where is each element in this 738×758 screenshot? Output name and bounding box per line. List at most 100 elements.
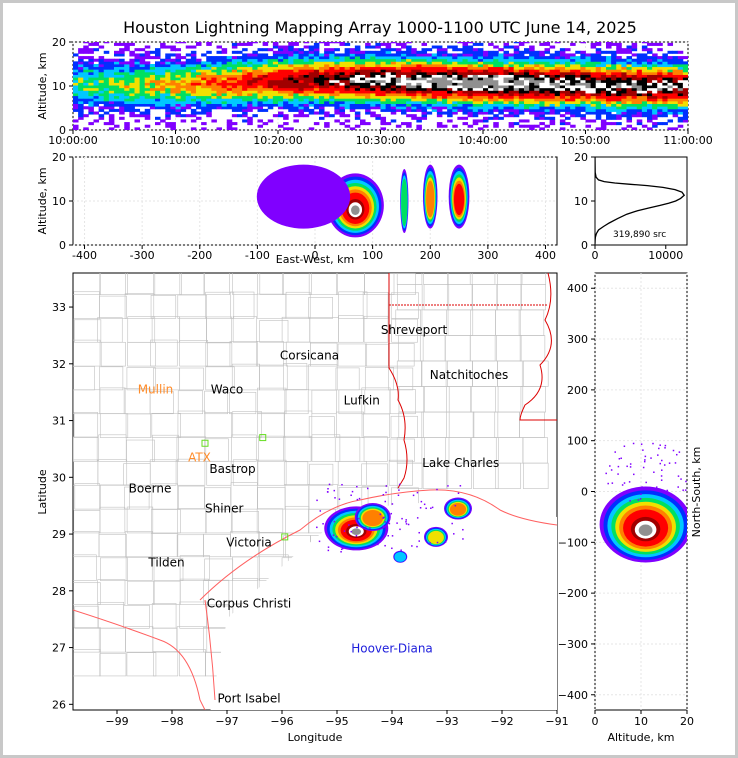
time-altitude-cell bbox=[631, 64, 638, 68]
time-altitude-cell bbox=[390, 119, 397, 123]
time-altitude-cell bbox=[78, 79, 84, 83]
time-altitude-cell bbox=[124, 124, 130, 128]
time-altitude-cell bbox=[539, 127, 545, 130]
county-outline bbox=[204, 273, 230, 295]
time-altitude-cell bbox=[483, 98, 489, 102]
time-altitude-cell bbox=[636, 69, 643, 73]
time-altitude-cell bbox=[477, 69, 484, 73]
time-altitude-cell bbox=[554, 61, 561, 65]
time-altitude-cell bbox=[431, 95, 438, 99]
time-altitude-cell bbox=[483, 108, 489, 112]
time-altitude-cell bbox=[611, 90, 617, 94]
time-altitude-cell bbox=[406, 53, 412, 57]
ns-alt-tick-label: 10 bbox=[634, 715, 648, 728]
time-altitude-cell bbox=[272, 85, 279, 89]
time-altitude-cell bbox=[252, 95, 258, 99]
time-altitude-cell bbox=[211, 93, 217, 97]
time-altitude-cell bbox=[324, 124, 330, 128]
time-altitude-cell bbox=[606, 42, 612, 44]
time-altitude-cell bbox=[467, 53, 474, 57]
time-altitude-cell bbox=[83, 85, 89, 89]
time-altitude-cell bbox=[652, 74, 658, 78]
time-altitude-cell bbox=[641, 77, 648, 81]
time-altitude-cell bbox=[498, 100, 504, 104]
time-altitude-cell bbox=[442, 77, 448, 81]
time-altitude-cell bbox=[175, 82, 182, 86]
time-altitude-cell bbox=[278, 124, 284, 128]
time-altitude-cell bbox=[103, 122, 110, 126]
time-altitude-cell bbox=[467, 48, 474, 52]
time-altitude-cell bbox=[641, 114, 648, 118]
time-altitude-cell bbox=[339, 77, 346, 81]
time-altitude-cell bbox=[237, 90, 243, 94]
time-altitude-cell bbox=[196, 69, 202, 73]
time-altitude-cell bbox=[354, 90, 361, 94]
time-altitude-cell bbox=[636, 103, 643, 107]
time-altitude-cell bbox=[175, 42, 182, 44]
time-altitude-cell bbox=[349, 85, 356, 89]
time-altitude-cell bbox=[124, 106, 130, 110]
time-altitude-cell bbox=[226, 127, 233, 130]
time-altitude-cell bbox=[216, 77, 223, 81]
time-altitude-cell bbox=[103, 98, 110, 102]
time-altitude-cell bbox=[329, 87, 335, 91]
time-altitude-cell bbox=[457, 64, 463, 68]
time-altitude-cell bbox=[354, 64, 361, 68]
time-altitude-cell bbox=[647, 103, 653, 107]
time-altitude-cell bbox=[170, 93, 176, 97]
time-altitude-cell bbox=[221, 66, 228, 70]
time-altitude-cell bbox=[652, 85, 658, 89]
time-altitude-cell bbox=[467, 106, 474, 110]
sparse-source bbox=[356, 485, 358, 488]
time-altitude-cell bbox=[257, 100, 264, 104]
time-altitude-cell bbox=[682, 64, 688, 68]
time-altitude-cell bbox=[524, 106, 530, 110]
time-altitude-cell bbox=[375, 53, 381, 57]
time-altitude-cell bbox=[621, 64, 627, 68]
time-altitude-cell bbox=[149, 50, 156, 54]
time-altitude-cell bbox=[662, 93, 668, 97]
time-altitude-cell bbox=[144, 98, 151, 102]
sparse-source bbox=[398, 489, 400, 491]
time-altitude-cell bbox=[272, 77, 279, 81]
city-label: Corsicana bbox=[280, 348, 339, 362]
time-altitude-cell bbox=[88, 103, 94, 107]
time-altitude-cell bbox=[498, 66, 504, 70]
time-altitude-cell bbox=[498, 103, 504, 107]
time-altitude-cell bbox=[447, 45, 453, 49]
time-altitude-cell bbox=[421, 71, 428, 75]
time-altitude-cell bbox=[390, 85, 397, 89]
time-altitude-cell bbox=[498, 116, 504, 120]
time-altitude-cell bbox=[534, 95, 540, 99]
time-altitude-cell bbox=[652, 122, 658, 126]
time-altitude-cell bbox=[339, 61, 346, 65]
ns-sparse-source bbox=[644, 459, 646, 461]
time-altitude-cell bbox=[83, 42, 89, 44]
ns-sparse-source bbox=[610, 469, 613, 471]
time-altitude-cell bbox=[416, 53, 422, 57]
time-altitude-cell bbox=[385, 71, 392, 75]
ew-alt-tick-label: 20 bbox=[52, 151, 66, 164]
time-altitude-cell bbox=[149, 82, 156, 86]
time-altitude-cell bbox=[298, 66, 305, 70]
time-altitude-cell bbox=[124, 87, 130, 91]
sparse-source bbox=[364, 526, 367, 529]
time-altitude-cell bbox=[544, 111, 551, 115]
time-altitude-cell bbox=[411, 93, 417, 97]
county-outline bbox=[205, 342, 233, 367]
time-altitude-cell bbox=[98, 93, 105, 97]
sparse-source bbox=[316, 526, 318, 529]
time-altitude-cell bbox=[416, 87, 422, 91]
time-altitude-cell bbox=[124, 45, 130, 49]
time-altitude-cell bbox=[539, 122, 545, 126]
time-altitude-cell bbox=[529, 103, 535, 107]
time-altitude-cell bbox=[559, 114, 566, 118]
time-altitude-cell bbox=[565, 71, 571, 75]
map-storm-3-level-4 bbox=[428, 530, 444, 545]
time-altitude-cell bbox=[416, 93, 422, 97]
time-altitude-cell bbox=[565, 108, 571, 112]
time-altitude-cell bbox=[370, 98, 376, 102]
time-altitude-cell bbox=[508, 53, 515, 57]
ns-sparse-source bbox=[659, 444, 661, 446]
ew-tick-label: 0 bbox=[312, 249, 319, 262]
